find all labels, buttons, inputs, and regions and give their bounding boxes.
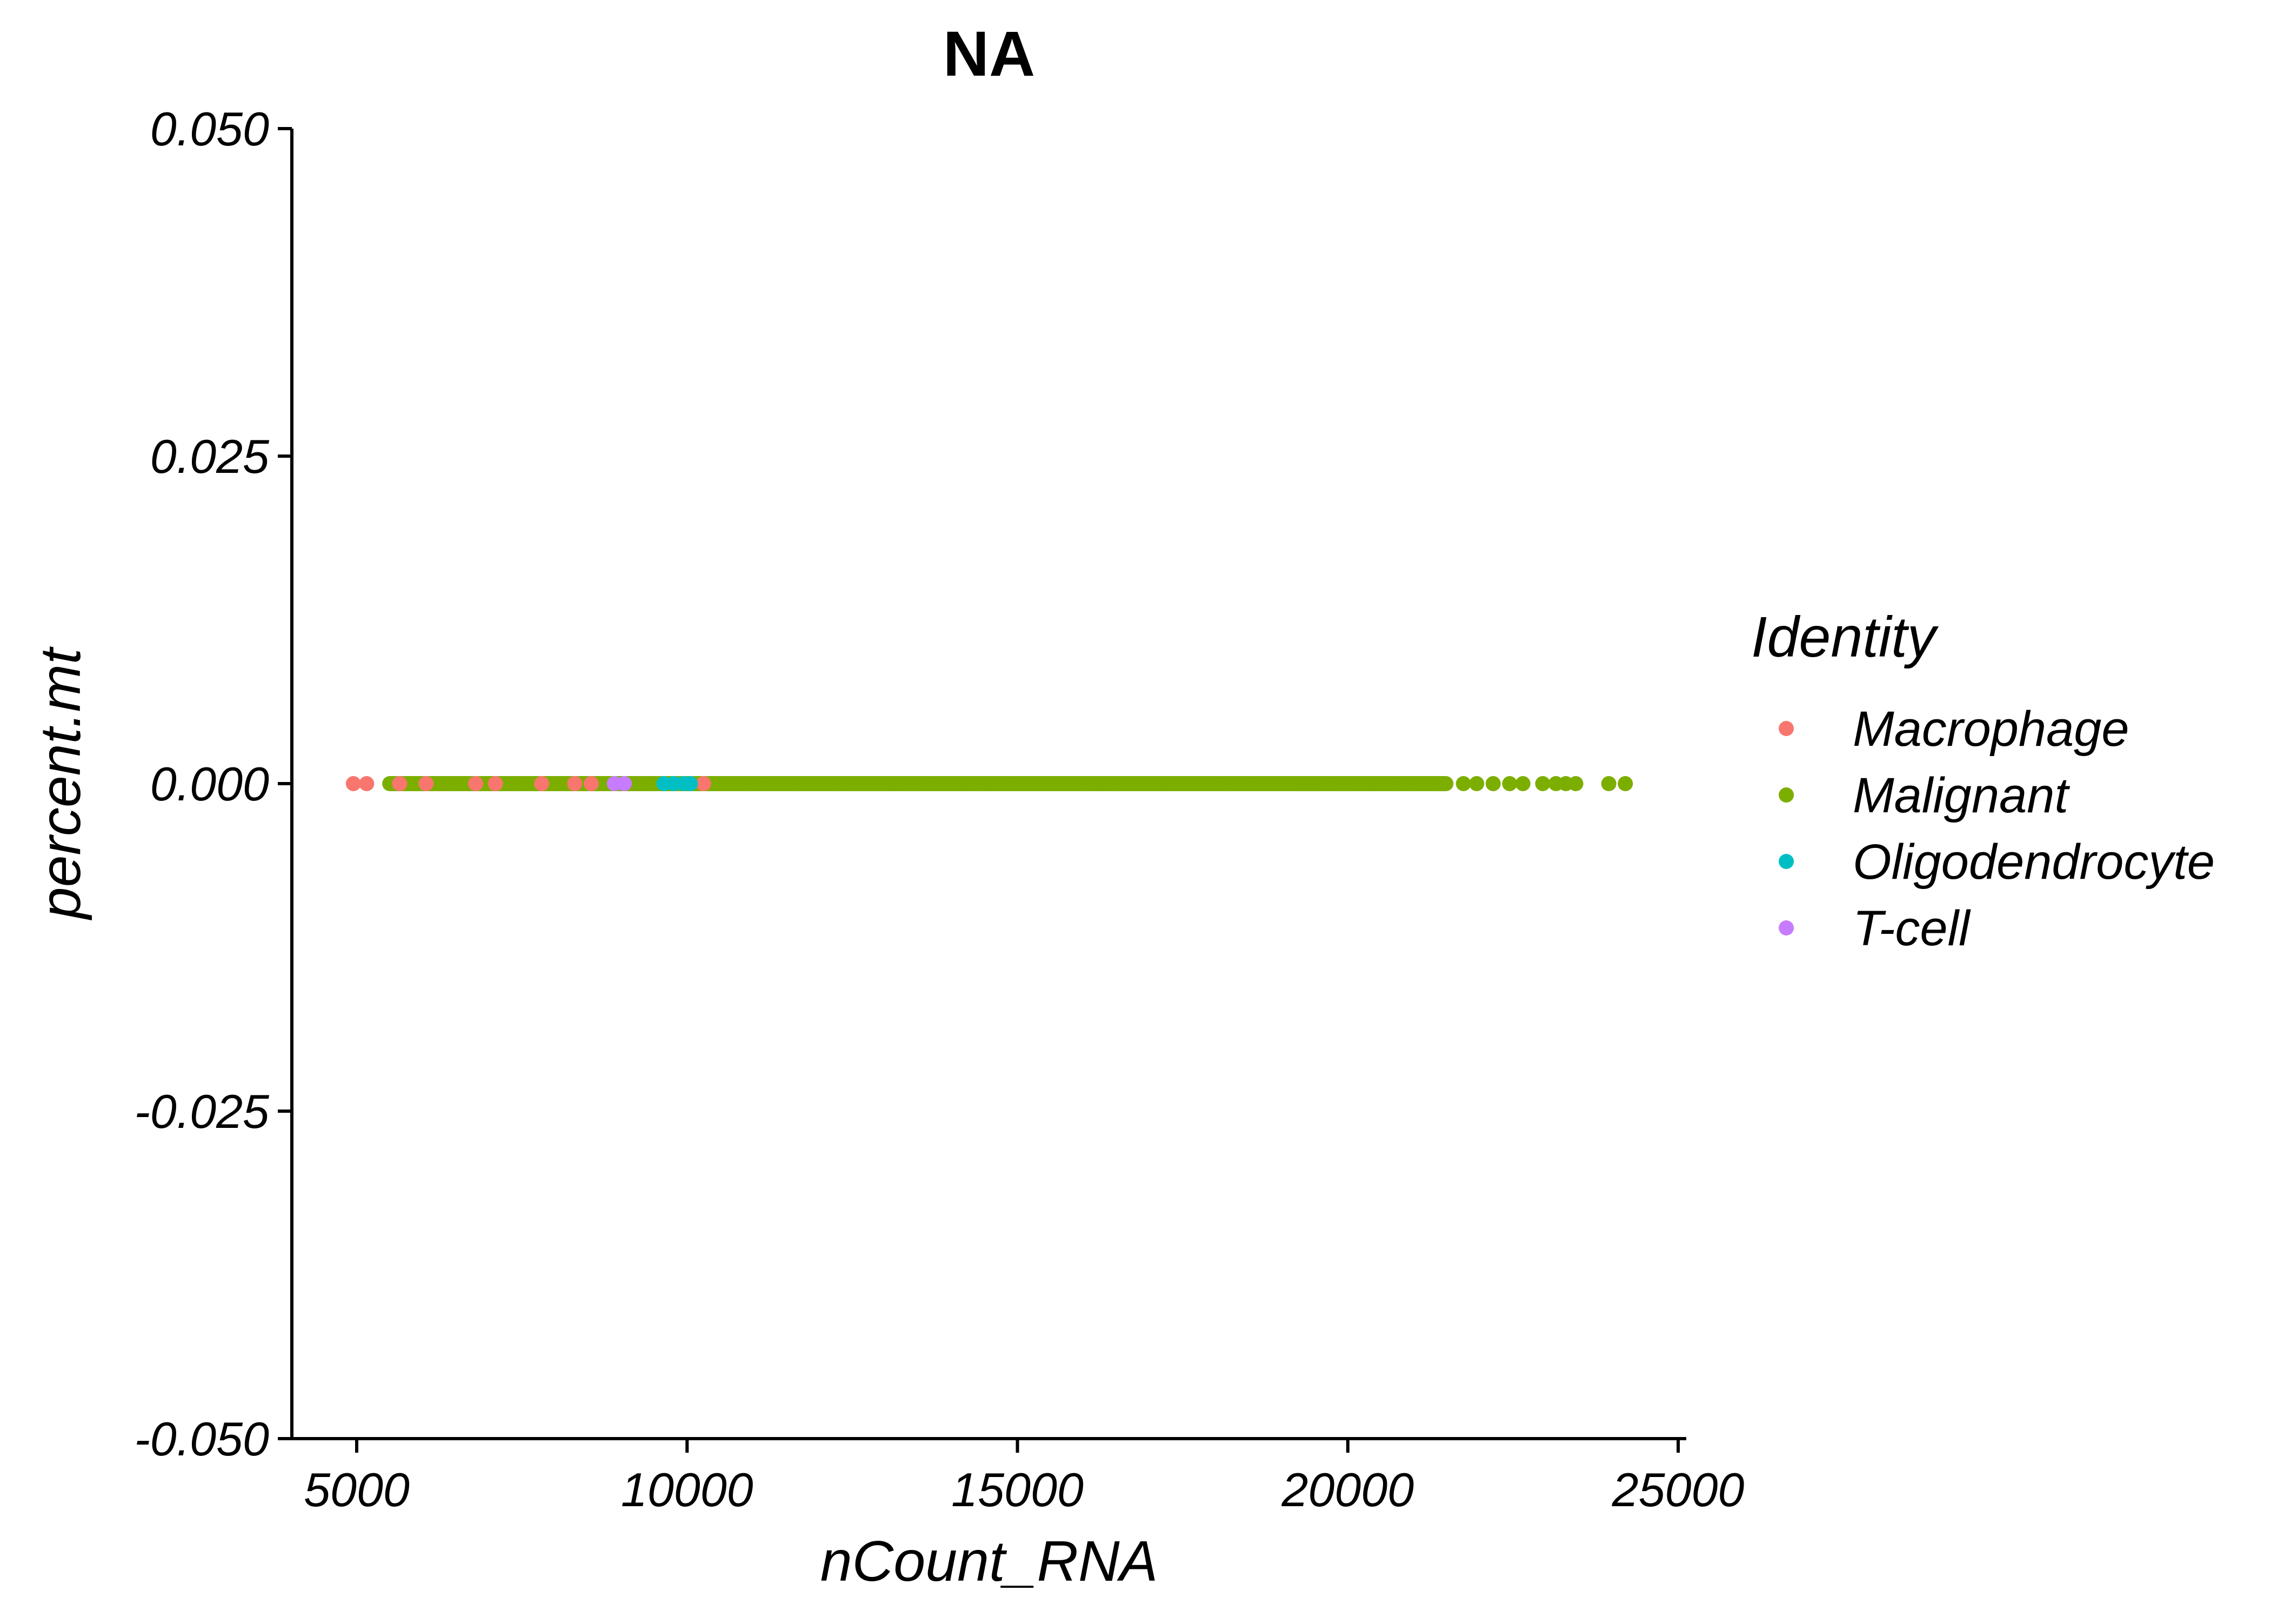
point-malignant	[1438, 776, 1454, 791]
point-malignant	[1618, 776, 1633, 791]
point-malignant	[1535, 776, 1551, 791]
point-malignant	[1502, 776, 1518, 791]
point-malignant	[1469, 776, 1485, 791]
point-macrophage	[534, 776, 550, 791]
point-malignant	[1515, 776, 1531, 791]
point-malignant	[1601, 776, 1617, 791]
point-macrophage	[345, 776, 361, 791]
axes: -0.050 -0.025 0.000 0.025 0.050 5000 10000 150…	[134, 102, 1744, 1516]
legend-label: T-cell	[1853, 901, 1971, 956]
point-t-cell	[617, 776, 632, 791]
point-macrophage	[392, 776, 408, 791]
point-malignant	[1485, 776, 1501, 791]
point-macrophage	[418, 776, 434, 791]
y-axis-ticks: -0.050 -0.025 0.000 0.025 0.050	[134, 102, 292, 1466]
y-tick-label: -0.050	[134, 1412, 269, 1466]
point-macrophage	[488, 776, 503, 791]
legend-label: Oligodendrocyte	[1853, 834, 2215, 890]
legend-title: Identity	[1751, 605, 1939, 669]
x-tick-label: 25000	[1612, 1463, 1745, 1516]
legend-key-macrophage	[1779, 721, 1794, 736]
x-tick-label: 15000	[951, 1463, 1084, 1516]
legend-key-malignant	[1779, 787, 1794, 803]
x-axis-ticks: 5000 10000 15000 20000 25000	[304, 1439, 1744, 1516]
point-macrophage	[696, 776, 711, 791]
point-macrophage	[567, 776, 583, 791]
x-tick-label: 20000	[1281, 1463, 1414, 1516]
legend-key-t-cell	[1779, 920, 1794, 935]
point-oligodendrocyte	[683, 776, 698, 791]
legend: Identity Macrophage Malignant Oligodendroc…	[1751, 605, 2215, 956]
data-points	[345, 776, 1633, 791]
legend-items: Macrophage Malignant Oligodendrocyte T-cell	[1779, 701, 2215, 956]
y-tick-label: 0.050	[150, 102, 269, 156]
legend-label: Macrophage	[1853, 701, 2129, 757]
x-axis-title: nCount_RNA	[820, 1529, 1158, 1593]
legend-key-oligodendrocyte	[1779, 854, 1794, 869]
x-tick-label: 5000	[304, 1463, 410, 1516]
point-malignant	[1568, 776, 1584, 791]
legend-label: Malignant	[1853, 768, 2070, 823]
y-tick-label: -0.025	[134, 1085, 270, 1138]
point-macrophage	[359, 776, 375, 791]
point-macrophage	[468, 776, 484, 791]
x-tick-label: 10000	[621, 1463, 753, 1516]
y-tick-label: 0.025	[150, 430, 270, 483]
chart-title: NA	[943, 18, 1035, 90]
point-macrophage	[583, 776, 599, 791]
y-tick-label: 0.000	[150, 757, 269, 811]
y-axis-title: percent.mt	[29, 646, 92, 920]
point-malignant	[1456, 776, 1471, 791]
